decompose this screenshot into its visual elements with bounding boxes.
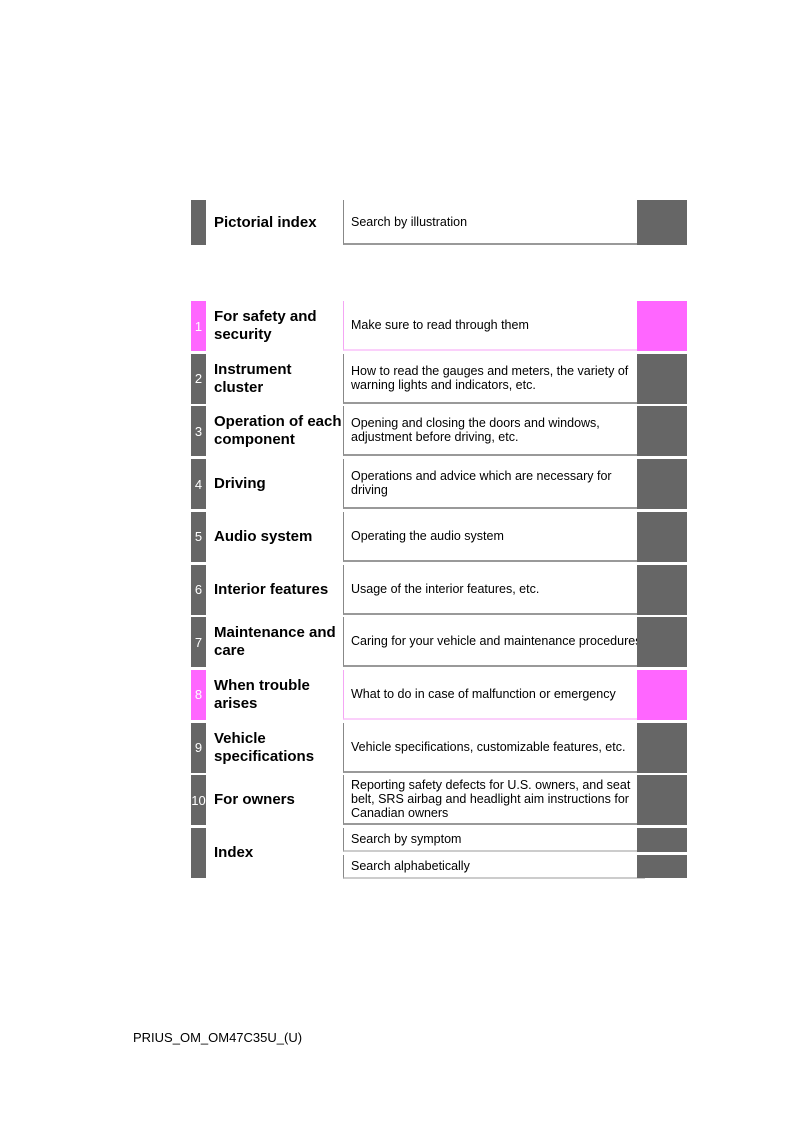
thumb-tab <box>637 828 687 852</box>
chapter-description: Vehicle specifications, customizable fea… <box>343 722 645 773</box>
section-title: Index <box>214 844 254 861</box>
thumb-tab <box>637 855 687 878</box>
chapter-description: Operating the audio system <box>343 511 645 562</box>
chapter-title: Maintenance and care <box>214 624 336 660</box>
thumb-tab <box>637 353 687 404</box>
chapter-number: 1 <box>191 301 206 351</box>
chapter-description: Make sure to read through them <box>343 301 645 351</box>
thumb-tab <box>637 722 687 773</box>
thumb-tab <box>637 669 687 720</box>
chapter-title: Audio system <box>214 527 313 545</box>
thumb-tab <box>637 511 687 562</box>
chapter-description: Opening and closing the doors and window… <box>343 406 645 457</box>
chapter-title: Interior features <box>214 580 329 598</box>
thumb-tab <box>637 775 687 826</box>
thumb-tab <box>637 301 687 351</box>
thumb-tab <box>637 406 687 457</box>
section-title: Pictorial index <box>214 213 317 231</box>
chapter-row[interactable]: 9 Vehicle specifications Vehicle specifica… <box>191 722 687 773</box>
chapter-description: Operations and advice which are necessar… <box>343 459 645 510</box>
chapter-title: Operation of each component <box>214 413 342 449</box>
chapter-row[interactable]: 5 Audio system Operating the audio system <box>191 511 687 562</box>
document-code: PRIUS_OM_OM47C35U_(U) <box>133 1030 303 1045</box>
chapter-number: 2 <box>191 353 206 404</box>
chapter-number: 5 <box>191 511 206 562</box>
chapter-row[interactable]: 6 Interior features Usage of the interior … <box>191 564 687 615</box>
thumb-tab <box>637 564 687 615</box>
chapter-row[interactable]: 4 Driving Operations and advice which are … <box>191 459 687 510</box>
chapter-title: Vehicle specifications <box>214 729 315 765</box>
chapter-number: 8 <box>191 669 206 720</box>
index-search-by-symptom[interactable]: Search by symptom <box>343 828 645 852</box>
chapter-title: For safety and security <box>214 308 317 343</box>
index-row: Index Search by symptom Search alphabeti… <box>191 828 687 879</box>
thumb-tab <box>637 200 687 245</box>
chapter-row[interactable]: 3 Operation of each component Opening and … <box>191 406 687 457</box>
chapter-row[interactable]: 8 When trouble arises What to do in case o… <box>191 669 687 720</box>
chapter-description: What to do in case of malfunction or eme… <box>343 669 645 720</box>
chapter-title: Instrument cluster <box>214 360 292 396</box>
chapter-description: How to read the gauges and meters, the v… <box>343 353 645 404</box>
chapter-row[interactable]: 7 Maintenance and care Caring for your veh… <box>191 617 687 668</box>
chapter-description: Caring for your vehicle and maintenance … <box>343 617 645 668</box>
chapter-description: Reporting safety defects for U.S. owners… <box>343 775 645 826</box>
chapter-number: 4 <box>191 459 206 510</box>
chapter-title: When trouble arises <box>214 676 310 712</box>
index-search-alphabetically[interactable]: Search alphabetically <box>343 855 645 879</box>
chapter-number: 10 <box>191 775 206 826</box>
chapter-description: Usage of the interior features, etc. <box>343 564 645 615</box>
chapter-number: 7 <box>191 617 206 668</box>
chapter-number: 6 <box>191 564 206 615</box>
chapter-number: 9 <box>191 722 206 773</box>
chapter-row[interactable]: 2 Instrument cluster How to read the gauge… <box>191 353 687 404</box>
pictorial-index-row[interactable]: Pictorial index Search by illustration <box>191 200 687 245</box>
section-description: Search by illustration <box>343 200 645 245</box>
chapter-title: For owners <box>214 791 295 809</box>
chapter-row[interactable]: 10 For owners Reporting safety defects for… <box>191 775 687 826</box>
thumb-tab <box>637 617 687 668</box>
section-tab <box>191 828 206 878</box>
thumb-tab <box>637 459 687 510</box>
chapter-title: Driving <box>214 475 266 493</box>
section-tab <box>191 200 206 245</box>
chapter-number: 3 <box>191 406 206 457</box>
chapter-row[interactable]: 1 For safety and security Make sure to rea… <box>191 301 687 351</box>
